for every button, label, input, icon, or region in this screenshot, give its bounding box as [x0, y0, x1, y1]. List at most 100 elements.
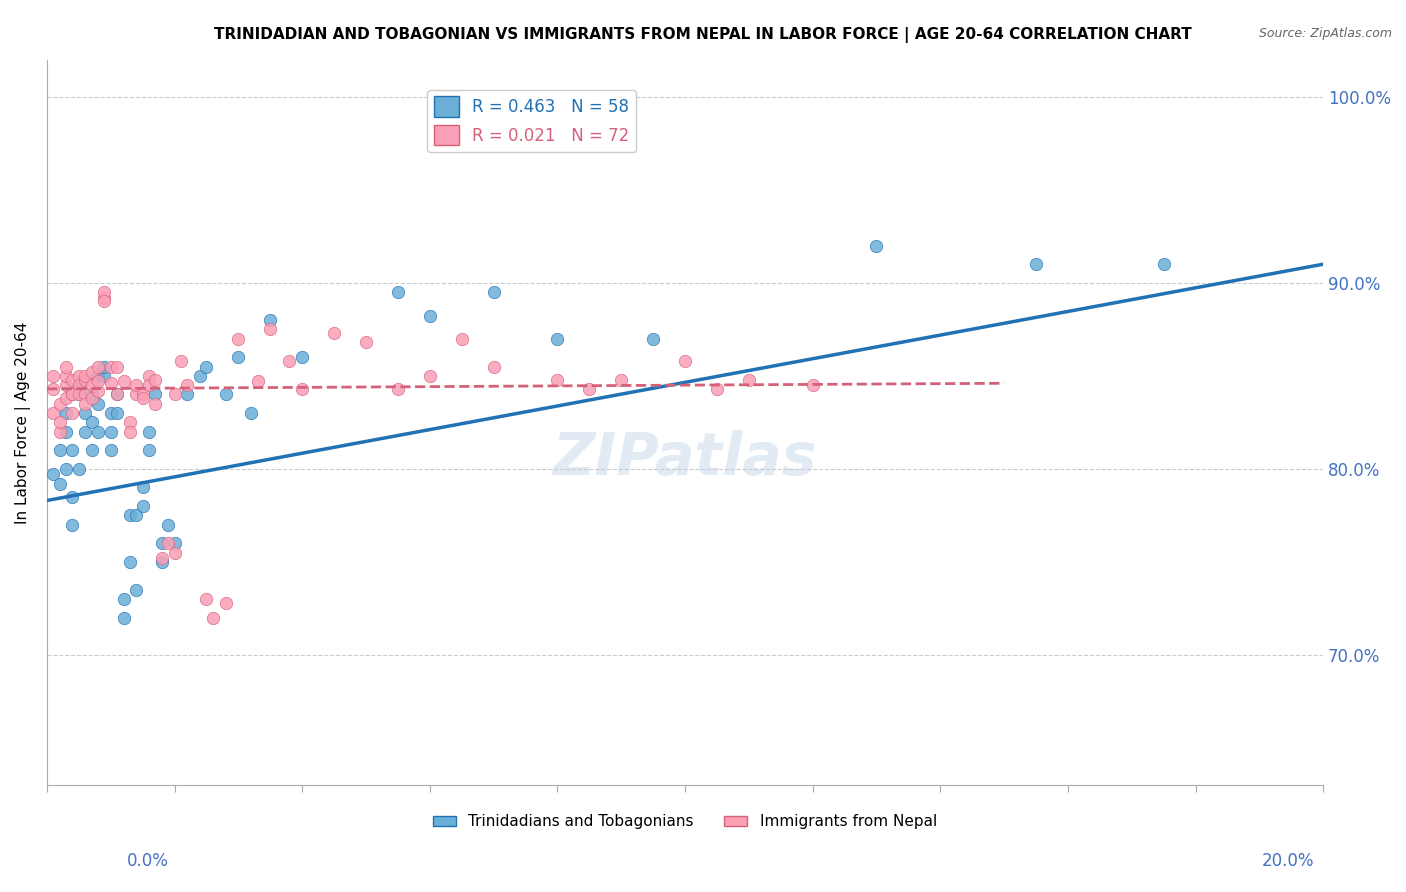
Point [214, 596, 236, 610]
Point [228, 350, 250, 364]
Point [145, 387, 167, 401]
Point [163, 536, 186, 550]
Point [387, 382, 409, 396]
Point [42, 368, 65, 383]
Point [546, 373, 568, 387]
Text: TRINIDADIAN AND TOBAGONIAN VS IMMIGRANTS FROM NEPAL IN LABOR FORCE | AGE 20-64 C: TRINIDADIAN AND TOBAGONIAN VS IMMIGRANTS… [214, 27, 1192, 43]
Point [62, 443, 84, 458]
Text: 0.0%: 0.0% [127, 852, 169, 870]
Point [75, 406, 97, 420]
Point [259, 322, 281, 336]
Point [801, 378, 824, 392]
Point [48, 397, 70, 411]
Text: 20.0%: 20.0% [1263, 852, 1315, 870]
Point [214, 387, 236, 401]
Point [419, 310, 441, 324]
Point [150, 555, 173, 569]
Point [138, 378, 160, 392]
Point [112, 610, 135, 624]
Point [131, 387, 153, 401]
Point [48, 415, 70, 429]
Point [278, 354, 301, 368]
Point [706, 382, 728, 396]
Point [240, 406, 263, 420]
Point [100, 425, 122, 439]
Point [75, 373, 97, 387]
Point [145, 397, 167, 411]
Point [131, 480, 153, 494]
Point [100, 443, 122, 458]
Point [291, 382, 314, 396]
Point [482, 359, 505, 374]
Point [1153, 257, 1175, 271]
Point [62, 373, 84, 387]
Point [145, 373, 167, 387]
Point [100, 406, 122, 420]
Point [62, 517, 84, 532]
Point [48, 425, 70, 439]
Point [62, 406, 84, 420]
Point [80, 387, 103, 401]
Point [42, 467, 65, 482]
Point [738, 373, 761, 387]
Point [125, 378, 148, 392]
Point [246, 375, 269, 389]
Legend: Trinidadians and Tobagonians, Immigrants from Nepal: Trinidadians and Tobagonians, Immigrants… [427, 808, 943, 836]
Point [118, 508, 141, 523]
Point [80, 391, 103, 405]
Point [93, 285, 115, 299]
Point [112, 375, 135, 389]
Point [67, 378, 90, 392]
Point [93, 368, 115, 383]
Point [67, 387, 90, 401]
Point [643, 332, 665, 346]
Point [131, 391, 153, 405]
Point [150, 551, 173, 566]
Point [105, 359, 128, 374]
Point [67, 387, 90, 401]
Point [112, 592, 135, 607]
Point [387, 285, 409, 299]
Point [195, 359, 218, 374]
Text: ZIPatlas: ZIPatlas [553, 430, 817, 487]
Point [865, 238, 887, 252]
Point [62, 387, 84, 401]
Point [419, 368, 441, 383]
Point [546, 332, 568, 346]
Point [55, 425, 77, 439]
Point [450, 332, 472, 346]
Point [55, 462, 77, 476]
Point [138, 425, 160, 439]
Point [100, 359, 122, 374]
Point [100, 376, 122, 391]
Point [188, 368, 211, 383]
Point [67, 368, 90, 383]
Point [55, 378, 77, 392]
Point [201, 610, 224, 624]
Point [157, 536, 180, 550]
Point [125, 387, 148, 401]
Point [291, 350, 314, 364]
Point [67, 462, 90, 476]
Point [105, 387, 128, 401]
Point [105, 406, 128, 420]
Point [55, 359, 77, 374]
Point [62, 387, 84, 401]
Point [87, 425, 110, 439]
Point [67, 378, 90, 392]
Point [176, 387, 198, 401]
Point [138, 443, 160, 458]
Point [125, 582, 148, 597]
Point [354, 335, 377, 350]
Point [48, 443, 70, 458]
Point [42, 382, 65, 396]
Point [118, 555, 141, 569]
Point [55, 368, 77, 383]
Point [75, 368, 97, 383]
Point [75, 425, 97, 439]
Point [228, 332, 250, 346]
Point [673, 354, 696, 368]
Point [578, 382, 600, 396]
Point [75, 397, 97, 411]
Point [55, 406, 77, 420]
